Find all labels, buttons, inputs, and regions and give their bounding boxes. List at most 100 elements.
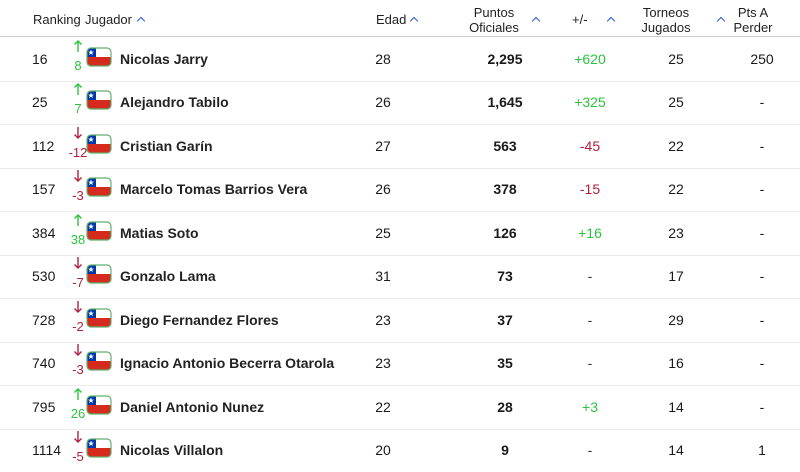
row-divider (0, 254, 800, 256)
points-to-lose: 250 (750, 50, 774, 67)
age: 23 (375, 355, 391, 372)
points-diff: +16 (578, 224, 602, 241)
age: 26 (375, 181, 391, 198)
header-ranking[interactable]: Ranking (33, 12, 81, 27)
points-to-lose: - (759, 224, 765, 241)
player-name: Alejandro Tabilo (120, 94, 229, 111)
points: 37 (497, 311, 513, 328)
tournaments: 16 (668, 355, 684, 372)
age: 28 (375, 50, 391, 67)
points-to-lose: - (759, 137, 765, 154)
flag (86, 221, 112, 241)
player-name: Ignacio Antonio Becerra Otarola (120, 355, 335, 372)
rank: 795 (32, 398, 56, 415)
header-points[interactable]: Puntos Oficiales (469, 5, 519, 35)
points: 73 (497, 268, 513, 285)
rank: 1114 (32, 442, 62, 459)
rank-change: 7 (74, 101, 82, 117)
points: 2,295 (487, 50, 523, 67)
flag (86, 438, 112, 458)
row-divider (0, 211, 800, 212)
rank: 25 (32, 94, 48, 111)
player-name: Nicolas Villalon (120, 442, 224, 459)
tournaments: 25 (668, 94, 684, 111)
points: 9 (501, 442, 509, 459)
sort-caret[interactable] (716, 16, 726, 26)
row-divider (0, 124, 800, 125)
rank: 530 (32, 268, 56, 285)
change-arrow (73, 387, 83, 401)
header-diff[interactable]: +/- (572, 12, 588, 27)
points-diff: +325 (574, 94, 606, 111)
tournaments: 22 (668, 137, 684, 154)
rank-change: 38 (70, 231, 86, 247)
player-name: Gonzalo Lama (120, 268, 216, 285)
points: 1,645 (487, 94, 523, 111)
points-to-lose: - (759, 94, 765, 111)
points-diff: +620 (574, 50, 606, 67)
points: 28 (497, 398, 513, 415)
change-arrow (73, 213, 83, 227)
tournaments: 14 (668, 442, 684, 459)
rank-change: 26 (70, 405, 86, 421)
points-to-lose: - (759, 355, 765, 372)
rank: 157 (32, 181, 56, 198)
sort-caret[interactable] (531, 16, 541, 26)
player-name: Matias Soto (120, 224, 199, 241)
flag (86, 308, 112, 328)
points: 35 (497, 355, 513, 372)
points-diff: -15 (579, 181, 601, 198)
flag (86, 351, 112, 371)
age: 27 (375, 137, 391, 154)
flag (86, 395, 112, 415)
row-divider (0, 385, 800, 386)
flag (86, 134, 112, 154)
age: 23 (375, 311, 391, 328)
change-arrow (73, 343, 83, 357)
points-to-lose: - (759, 398, 765, 415)
flag (86, 264, 112, 284)
rank-change: -2 (72, 318, 84, 334)
sort-caret[interactable] (409, 16, 419, 26)
row-divider (0, 80, 800, 82)
points-diff: - (587, 311, 593, 328)
row-divider (0, 428, 800, 430)
header-divider (0, 36, 800, 37)
points-diff: +3 (582, 398, 598, 415)
points-diff: -45 (579, 137, 601, 154)
header-points-to-lose[interactable]: Pts A Perder (733, 5, 773, 35)
rank-change: -7 (72, 275, 84, 291)
rank: 384 (32, 224, 56, 241)
sort-caret[interactable] (606, 16, 616, 26)
player-name: Diego Fernandez Flores (120, 311, 279, 328)
rank-change: 8 (74, 57, 82, 73)
points-diff: - (587, 268, 593, 285)
tournaments: 23 (668, 224, 684, 241)
points-diff: - (587, 355, 593, 372)
rank-change: -3 (72, 188, 84, 204)
header-age[interactable]: Edad (376, 12, 407, 27)
tournaments: 25 (668, 50, 684, 67)
rank: 112 (32, 137, 55, 154)
age: 26 (375, 94, 391, 111)
tournaments: 14 (668, 398, 684, 415)
player-name: Nicolas Jarry (120, 50, 208, 67)
rank: 740 (32, 355, 56, 372)
header-player[interactable]: Jugador (85, 12, 132, 27)
change-arrow (73, 169, 83, 183)
points-to-lose: - (759, 268, 765, 285)
rank-change: -12 (68, 144, 88, 160)
rank-change: -3 (72, 362, 84, 378)
points-to-lose: - (759, 311, 765, 328)
rank: 16 (32, 50, 48, 67)
change-arrow (73, 39, 83, 53)
age: 20 (375, 442, 391, 459)
row-divider (0, 341, 800, 343)
change-arrow (73, 256, 83, 270)
age: 25 (375, 224, 391, 241)
points: 378 (493, 181, 517, 198)
sort-caret[interactable] (136, 16, 146, 26)
change-arrow (73, 126, 83, 140)
change-arrow (73, 82, 83, 96)
header-tournaments[interactable]: Torneos Jugados (641, 5, 691, 35)
